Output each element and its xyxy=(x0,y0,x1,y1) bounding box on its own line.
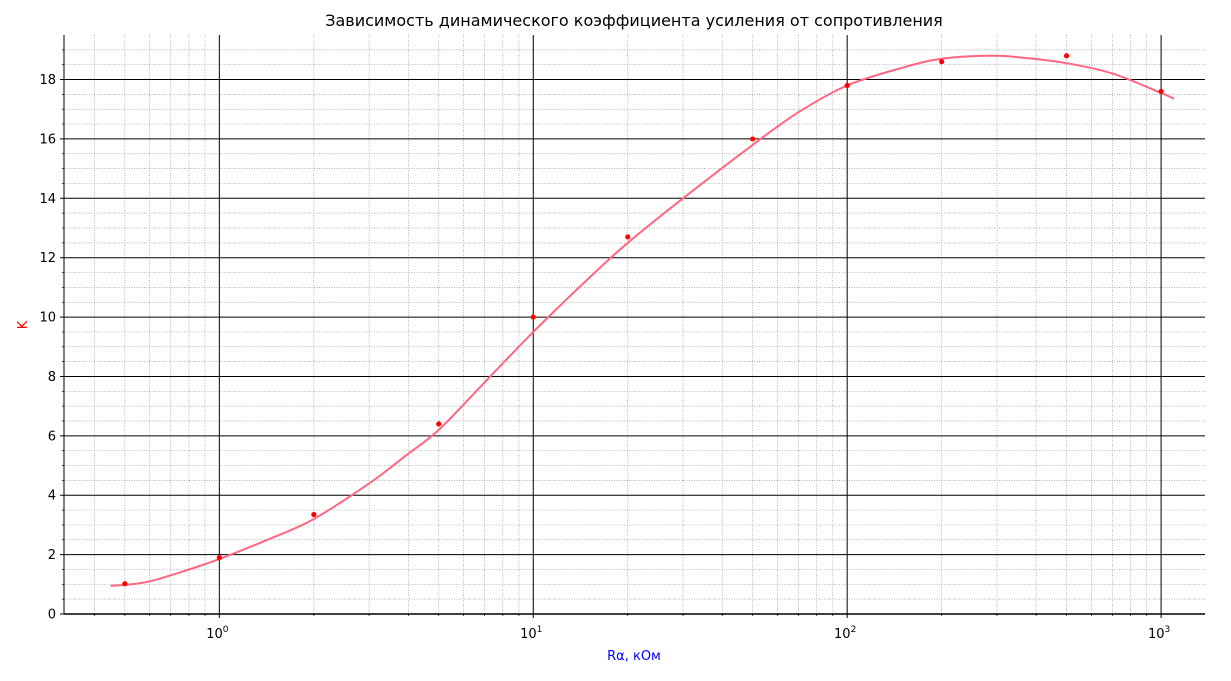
y-tick-label: 10 xyxy=(39,311,56,326)
y-axis-label: K xyxy=(16,320,31,329)
y-tick-label: 4 xyxy=(48,489,56,504)
y-tick-label: 6 xyxy=(48,429,56,444)
minor-grid xyxy=(64,35,1205,614)
data-point xyxy=(750,136,756,142)
x-tick-label: 103 xyxy=(1148,625,1170,642)
x-tick-label: 100 xyxy=(206,625,229,642)
fit-curve xyxy=(110,54,1175,587)
x-tick-labels: 100 101 102 103 xyxy=(206,625,1170,642)
y-tick-labels: 0 2 4 6 8 10 12 14 16 18 xyxy=(39,73,56,622)
axes xyxy=(60,35,1205,618)
data-point xyxy=(122,581,128,587)
data-point xyxy=(530,314,536,320)
data-point xyxy=(1158,88,1164,95)
y-tick-label: 16 xyxy=(39,132,56,147)
data-points-group xyxy=(122,53,1164,587)
data-point xyxy=(436,421,442,427)
data-point xyxy=(939,59,945,65)
y-tick-label: 0 xyxy=(48,608,56,623)
data-point xyxy=(311,511,317,518)
y-tick-label: 18 xyxy=(39,73,56,88)
y-tick-label: 2 xyxy=(48,548,56,563)
fit-curve-group xyxy=(110,54,1175,587)
y-tick-label: 12 xyxy=(39,251,56,266)
data-point xyxy=(1063,53,1070,59)
x-tick-label: 101 xyxy=(520,625,542,642)
x-axis-label: Rα, кОм xyxy=(607,649,661,664)
data-point xyxy=(625,234,631,240)
data-point xyxy=(844,82,850,89)
data-point xyxy=(216,554,222,561)
major-grid xyxy=(64,35,1205,615)
y-tick-label: 8 xyxy=(48,370,56,385)
x-tick-label: 102 xyxy=(834,625,856,642)
y-tick-label: 14 xyxy=(39,192,56,207)
chart-title: Зависимость динамического коэффициента у… xyxy=(325,11,943,30)
